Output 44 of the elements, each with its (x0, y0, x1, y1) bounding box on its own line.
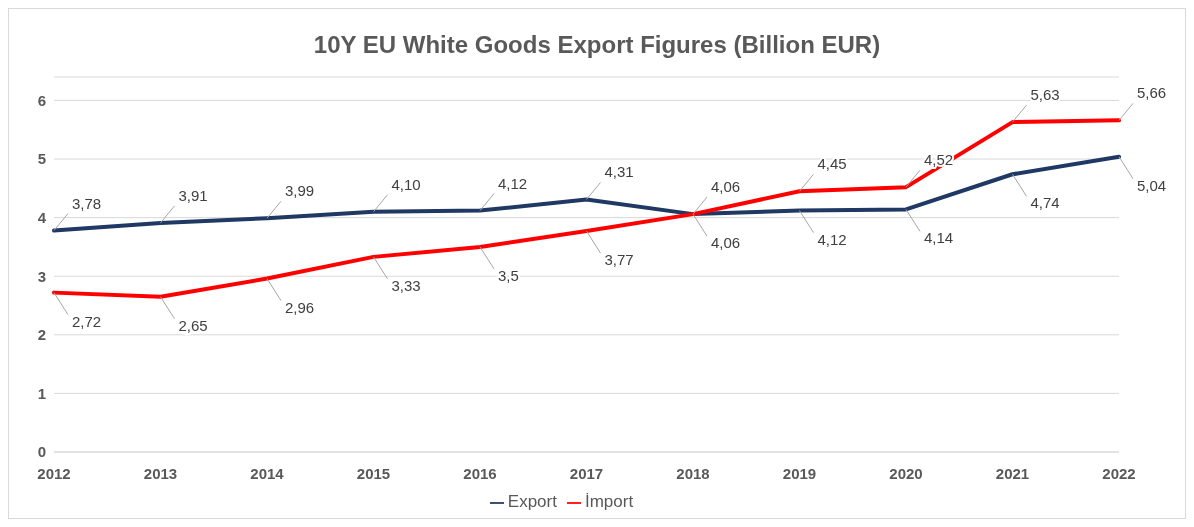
data-label: 3,91 (178, 186, 208, 204)
data-label: 3,5 (498, 266, 519, 284)
x-tick-label: 2016 (463, 464, 497, 482)
data-label: 4,06 (711, 234, 741, 252)
data-label: 3,33 (391, 276, 421, 294)
data-label: 4,45 (817, 155, 847, 173)
x-tick-label: 2021 (995, 464, 1030, 482)
line-series (52, 154, 1121, 233)
y-tick-label: 1 (37, 384, 46, 402)
data-label: 2,65 (178, 316, 208, 334)
line-series (52, 118, 1121, 299)
y-tick-label: 0 (37, 443, 46, 461)
data-label: 4,14 (924, 229, 954, 247)
y-tick-label: 5 (37, 150, 46, 168)
y-tick-label: 3 (37, 267, 46, 285)
data-label: 3,78 (72, 194, 102, 212)
y-tick-label: 2 (37, 326, 46, 344)
legend-label: İmport (584, 492, 634, 511)
data-label: 5,04 (1137, 176, 1167, 194)
data-label: 4,12 (498, 174, 528, 192)
x-tick-label: 2022 (1102, 464, 1136, 482)
x-tick-label: 2014 (250, 464, 285, 482)
data-label: 5,66 (1137, 84, 1167, 102)
x-tick-label: 2015 (356, 464, 391, 482)
data-label: 2,96 (285, 298, 315, 316)
x-tick-label: 2013 (143, 464, 178, 482)
data-label: 3,99 (285, 182, 315, 200)
data-label: 3,77 (604, 251, 634, 269)
x-tick-label: 2020 (889, 464, 923, 482)
data-label: 2,72 (72, 312, 102, 330)
data-label: 4,12 (817, 230, 847, 248)
chart-title: 10Y EU White Goods Export Figures (Billion EUR) (312, 30, 882, 60)
data-label: 5,63 (1030, 86, 1060, 104)
y-tick-label: 4 (37, 208, 47, 226)
legend-label: Export (507, 492, 557, 511)
x-tick-label: 2017 (569, 464, 604, 482)
x-tick-label: 2018 (676, 464, 710, 482)
y-tick-label: 6 (37, 91, 46, 109)
x-tick-label: 2012 (37, 464, 71, 482)
x-tick-label: 2019 (782, 464, 817, 482)
data-label: 4,10 (391, 175, 421, 193)
data-label: 4,31 (604, 163, 634, 181)
data-label: 4,74 (1030, 194, 1060, 212)
data-label: 4,06 (711, 178, 741, 196)
